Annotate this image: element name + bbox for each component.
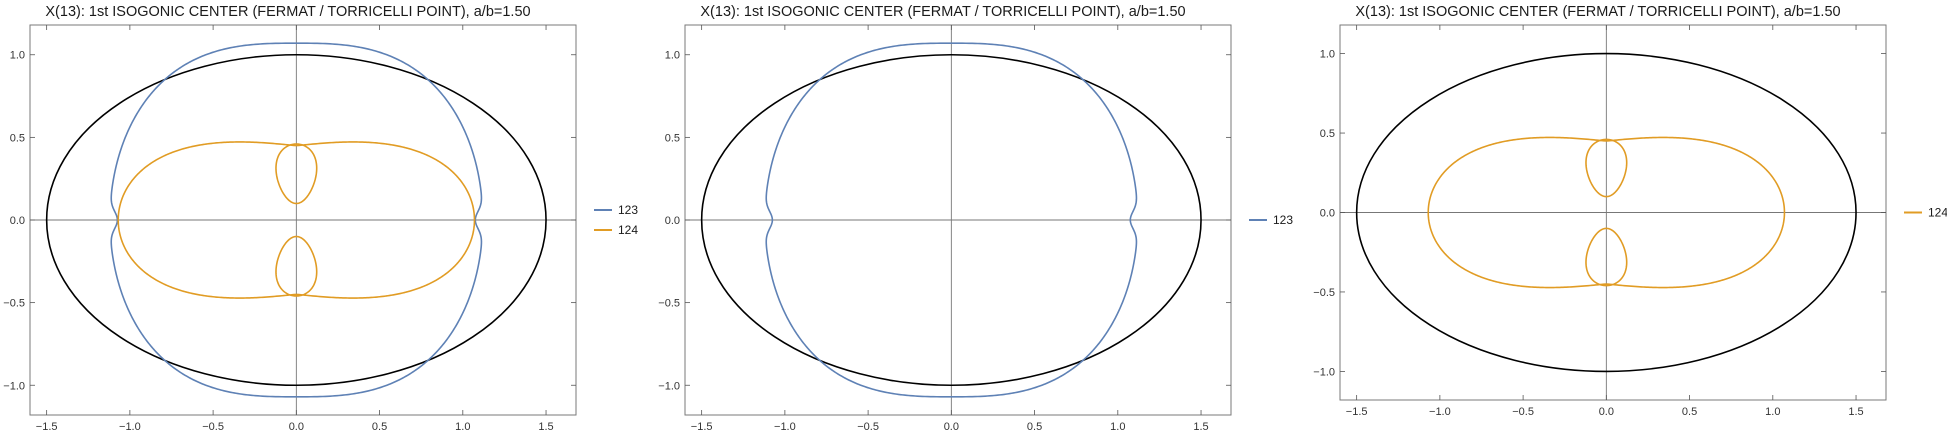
series-124-curve <box>1427 136 1786 289</box>
chart-panel: X(13): 1st ISOGONIC CENTER (FERMAT / TOR… <box>1313 4 1947 418</box>
y-tick-label: 1.0 <box>10 50 25 62</box>
chart-title: X(13): 1st ISOGONIC CENTER (FERMAT / TOR… <box>700 4 1185 20</box>
y-tick-label: −1.0 <box>1313 366 1335 378</box>
chart-panel: X(13): 1st ISOGONIC CENTER (FERMAT / TOR… <box>658 4 1293 432</box>
y-tick-label: 0.5 <box>1320 128 1335 140</box>
chart-title: X(13): 1st ISOGONIC CENTER (FERMAT / TOR… <box>1355 4 1840 20</box>
x-tick-label: −1.5 <box>691 421 713 432</box>
legend-label-123: 123 <box>618 203 638 217</box>
x-tick-label: 0.5 <box>372 421 387 432</box>
x-tick-label: 1.0 <box>1765 406 1780 418</box>
x-tick-label: −1.5 <box>1346 406 1368 418</box>
y-tick-label: 0.5 <box>10 132 25 144</box>
x-tick-label: 1.5 <box>1193 421 1208 432</box>
ellipse-curve <box>1355 52 1857 373</box>
y-tick-label: −1.0 <box>3 380 25 392</box>
x-tick-label: 0.0 <box>289 421 304 432</box>
chart-panel: X(13): 1st ISOGONIC CENTER (FERMAT / TOR… <box>3 4 638 432</box>
x-tick-label: −1.0 <box>119 421 141 432</box>
series-124-curve <box>117 141 476 299</box>
chart-title: X(13): 1st ISOGONIC CENTER (FERMAT / TOR… <box>45 4 530 20</box>
x-tick-label: −1.5 <box>36 421 58 432</box>
y-tick-label: −1.0 <box>658 380 680 392</box>
ellipse-curve <box>700 53 1202 387</box>
y-tick-label: 1.0 <box>1320 49 1335 61</box>
y-tick-label: 1.0 <box>665 50 680 62</box>
x-tick-label: 1.5 <box>1848 406 1863 418</box>
x-tick-label: 0.5 <box>1682 406 1697 418</box>
x-tick-label: 0.5 <box>1027 421 1042 432</box>
x-tick-label: −0.5 <box>1512 406 1534 418</box>
x-tick-label: −0.5 <box>202 421 224 432</box>
series-123-curve <box>765 42 1138 398</box>
ellipse-curve <box>45 53 547 387</box>
legend-label-123: 123 <box>1273 213 1293 227</box>
legend-label-124: 124 <box>1928 206 1947 220</box>
y-tick-label: 0.0 <box>1320 208 1335 220</box>
x-tick-label: −1.0 <box>774 421 796 432</box>
series-123-curve <box>110 42 483 398</box>
y-tick-label: −0.5 <box>3 298 25 310</box>
legend-label-124: 124 <box>618 223 638 237</box>
x-tick-label: 1.0 <box>1110 421 1125 432</box>
x-tick-label: −1.0 <box>1429 406 1451 418</box>
y-tick-label: 0.5 <box>665 132 680 144</box>
x-tick-label: −0.5 <box>857 421 879 432</box>
x-tick-label: 0.0 <box>944 421 959 432</box>
x-tick-label: 0.0 <box>1599 406 1614 418</box>
y-tick-label: −0.5 <box>1313 287 1335 299</box>
x-tick-label: 1.0 <box>455 421 470 432</box>
y-tick-label: −0.5 <box>658 298 680 310</box>
y-tick-label: 0.0 <box>665 215 680 227</box>
y-tick-label: 0.0 <box>10 215 25 227</box>
x-tick-label: 1.5 <box>538 421 553 432</box>
